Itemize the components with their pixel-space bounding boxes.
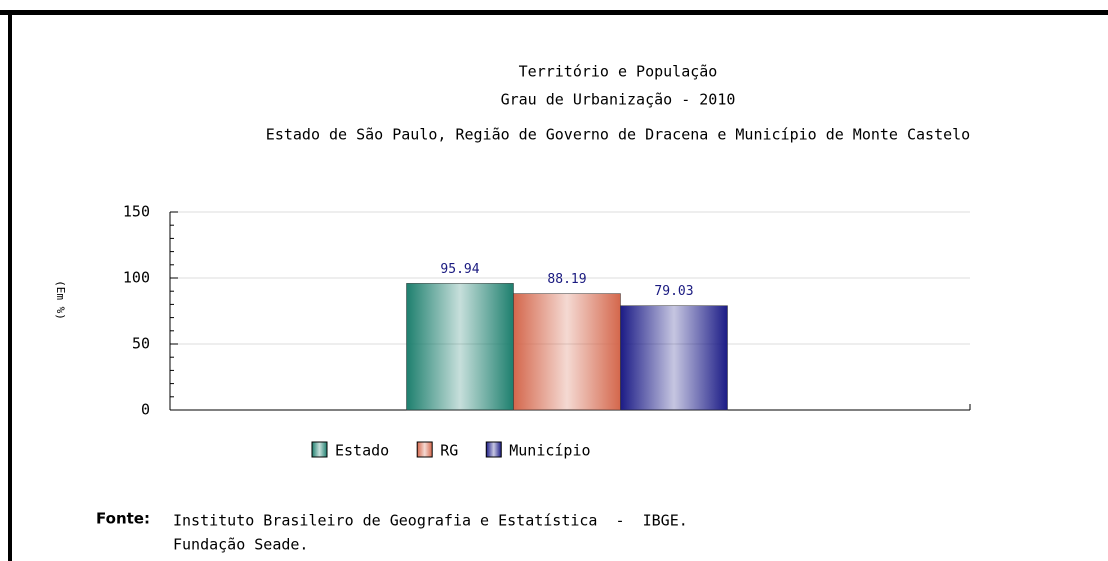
- legend-label: RG: [440, 442, 458, 460]
- chart-title: Território e População: [519, 63, 718, 81]
- source-text: Fundação Seade.: [173, 536, 308, 554]
- bar: [406, 283, 514, 411]
- legend-swatch: [416, 441, 433, 458]
- y-tick-label: 0: [141, 401, 150, 419]
- frame-top: [0, 10, 1108, 15]
- data-label: 88.19: [547, 272, 586, 287]
- y-tick-label: 50: [132, 335, 150, 353]
- legend-swatch: [485, 441, 502, 458]
- y-tick-label: 150: [123, 203, 150, 221]
- y-tick-label: 100: [123, 269, 150, 287]
- data-label: 95.94: [440, 262, 479, 277]
- legend-swatch: [311, 441, 328, 458]
- frame-left: [8, 10, 12, 561]
- bar: [513, 293, 621, 411]
- legend-label: Município: [509, 442, 590, 460]
- source-text: Instituto Brasileiro de Geografia e Esta…: [173, 512, 688, 530]
- chart-subtitle: Estado de São Paulo, Região de Governo d…: [266, 126, 970, 144]
- data-label: 79.03: [654, 284, 693, 299]
- y-axis-label: (Em %): [54, 280, 67, 320]
- legend-label: Estado: [335, 442, 389, 460]
- source-label: Fonte:: [96, 510, 150, 528]
- chart-subtitle: Grau de Urbanização - 2010: [501, 91, 736, 109]
- bar: [620, 305, 728, 411]
